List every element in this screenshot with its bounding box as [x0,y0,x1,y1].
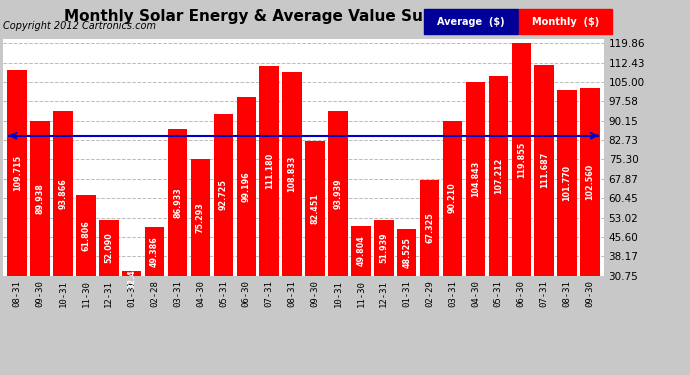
Text: 49.804: 49.804 [356,236,366,266]
Bar [53,111,72,276]
Text: 119.855: 119.855 [517,141,526,178]
Text: 86.933: 86.933 [173,187,182,218]
Text: 32.493: 32.493 [127,258,136,289]
Bar [489,76,508,276]
Bar [328,111,348,276]
Text: 101.770: 101.770 [562,165,571,201]
Bar [145,227,164,276]
Bar [511,43,531,276]
Text: 75.293: 75.293 [196,202,205,233]
Text: 109.715: 109.715 [12,154,21,191]
Bar [30,121,50,276]
Text: Monthly  ($): Monthly ($) [532,16,599,27]
Bar [282,72,302,276]
Text: 102.560: 102.560 [586,164,595,200]
Bar [466,82,485,276]
Bar [443,121,462,276]
Bar [214,114,233,276]
Text: 93.866: 93.866 [59,178,68,209]
Text: 104.843: 104.843 [471,161,480,197]
Bar [168,129,187,276]
Text: 48.525: 48.525 [402,237,411,268]
Text: Copyright 2012 Cartronics.com: Copyright 2012 Cartronics.com [3,21,157,31]
Bar [190,159,210,276]
Text: 107.212: 107.212 [494,158,503,194]
Text: 92.725: 92.725 [219,179,228,210]
Bar [558,90,577,276]
Text: 61.806: 61.806 [81,220,90,251]
Bar [259,66,279,276]
Text: 93.939: 93.939 [333,178,342,209]
Text: 51.939: 51.939 [380,233,388,263]
Text: 108.833: 108.833 [288,156,297,192]
Text: 82.451: 82.451 [310,193,319,224]
Bar [420,180,440,276]
Text: Average  ($): Average ($) [437,16,505,27]
Bar [580,88,600,276]
Text: 111.687: 111.687 [540,152,549,188]
Bar [8,70,27,276]
Text: 111.180: 111.180 [265,153,274,189]
Bar [99,220,119,276]
Bar [397,229,417,276]
Bar [374,220,393,276]
Bar [351,226,371,276]
Text: 90.210: 90.210 [448,183,457,213]
Text: 67.325: 67.325 [425,213,434,243]
Bar [535,64,554,276]
Bar [122,271,141,276]
Text: 89.938: 89.938 [36,183,45,214]
Text: 52.090: 52.090 [104,232,113,263]
Text: Monthly Solar Energy & Average Value Sun Oct 7  07:12: Monthly Solar Energy & Average Value Sun… [64,9,543,24]
Bar [76,195,96,276]
Bar [237,97,256,276]
Text: 49.386: 49.386 [150,236,159,267]
Bar [305,141,325,276]
Text: 99.196: 99.196 [241,171,251,202]
